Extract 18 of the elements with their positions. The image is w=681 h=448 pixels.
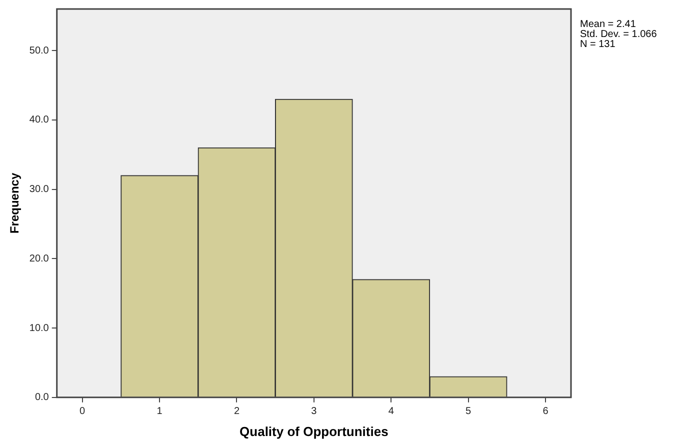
x-tick-label: 5 xyxy=(466,406,472,418)
x-tick-label: 1 xyxy=(156,406,163,418)
x-axis-title: Quality of Opportunities xyxy=(240,424,388,439)
y-axis-title: Frequency xyxy=(8,172,22,234)
y-tick-label: 50.0 xyxy=(29,45,50,56)
y-tick-label: 40.0 xyxy=(29,114,50,126)
x-tick-label: 2 xyxy=(234,406,240,418)
text: N = 131 xyxy=(580,39,616,50)
x-tick-label: 3 xyxy=(311,406,318,418)
text: Mean = 2.41 xyxy=(580,19,637,30)
x-tick-label: 4 xyxy=(388,406,394,418)
text: Std. Dev. = 1.066 xyxy=(580,29,657,40)
y-tick-label: 30.0 xyxy=(29,184,50,196)
x-tick-label: 6 xyxy=(542,406,549,418)
y-tick-label: 10.0 xyxy=(29,322,50,334)
y-tick-label: 0.0 xyxy=(34,392,50,404)
y-tick-label: 20.0 xyxy=(29,253,50,264)
x-tick-label: 0 xyxy=(80,406,86,418)
